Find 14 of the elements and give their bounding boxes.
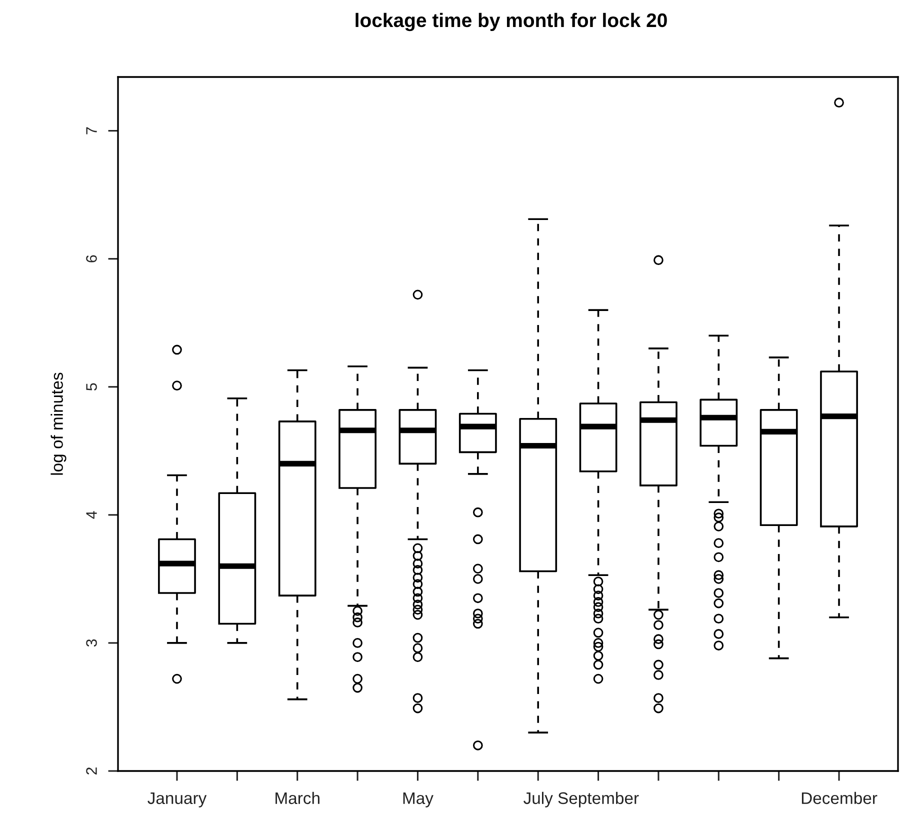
y-tick-label: 4 bbox=[86, 511, 97, 519]
x-tick-label: December bbox=[802, 792, 878, 804]
y-tick-label: 2 bbox=[86, 768, 97, 774]
x-tick-label: May bbox=[403, 792, 434, 808]
x-tick-label: January bbox=[148, 792, 207, 808]
y-tick-label: 5 bbox=[86, 383, 97, 391]
x-tick-label: September bbox=[558, 792, 639, 808]
chart-title: lockage time by month for lock 20 bbox=[356, 12, 667, 32]
y-axis-title: log of minutes bbox=[50, 372, 66, 475]
y-tick-label: 7 bbox=[86, 127, 97, 134]
x-tick-label: March bbox=[276, 792, 320, 804]
y-tick-label: 6 bbox=[86, 255, 97, 262]
y-tick-label: 3 bbox=[86, 639, 97, 647]
x-tick-label: July bbox=[524, 792, 553, 808]
